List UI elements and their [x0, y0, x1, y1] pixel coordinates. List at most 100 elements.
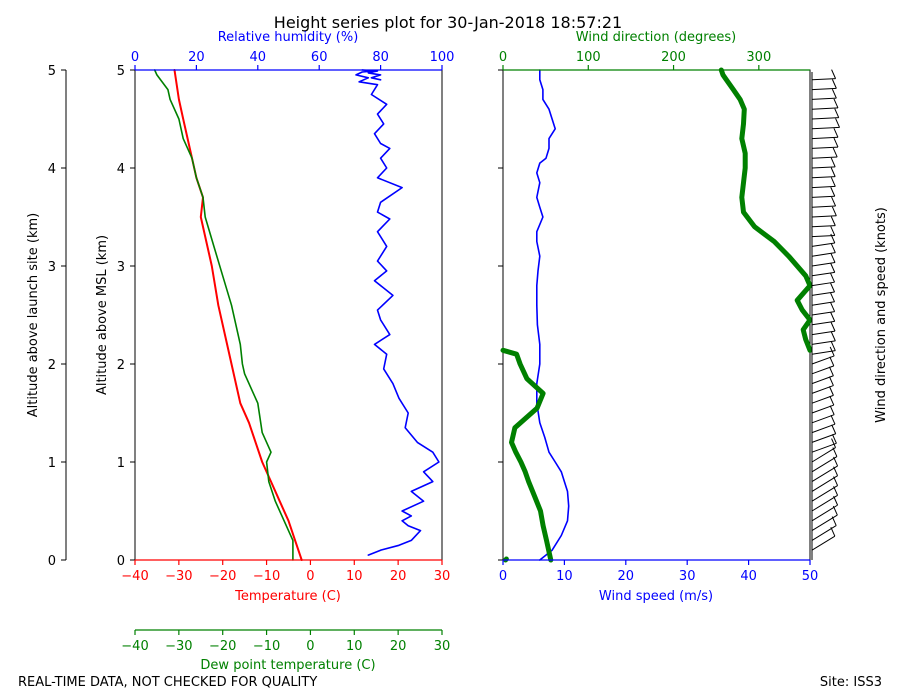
x-tick-label: 50: [802, 569, 819, 584]
wind-barb-flag: [831, 69, 837, 79]
site-label: Site: ISS3: [820, 675, 882, 690]
x-tick-label: 0: [499, 50, 507, 65]
inner-ytick-label: 3: [117, 260, 125, 275]
wind-barb-flag: [835, 118, 841, 128]
wind-barb-flag: [831, 206, 837, 216]
wind-barb-flag: [831, 196, 837, 207]
x-tick-label: 20: [188, 50, 205, 65]
wind-barb-flag: [830, 263, 836, 273]
x-tick-label: 80: [372, 50, 389, 65]
wind-barb-flag: [828, 366, 834, 376]
wind-barb: [811, 215, 837, 218]
x-tick-label: 30: [434, 569, 451, 584]
thermo-panel: Altitude above MSL (km) 0 1 2 3 4 5 0 20 40 60 80…: [95, 30, 454, 673]
wind-barb: [811, 281, 835, 287]
x-tick-label: 0: [306, 569, 314, 584]
x-tick-label: 20: [390, 639, 407, 654]
wind-barb: [811, 252, 836, 257]
wind-barb-flag: [830, 415, 836, 425]
wind-barb: [811, 301, 835, 306]
wind-barb: [811, 87, 837, 91]
outer-ytick-label: 1: [48, 456, 56, 471]
wind-barb-flag: [830, 312, 836, 322]
inner-ytick-label: 4: [117, 162, 125, 177]
wind-barb: [811, 205, 836, 208]
inner-ytick-label: 1: [117, 456, 125, 471]
x-tick-label: 10: [346, 639, 363, 654]
figure-title: Height series plot for 30-Jan-2018 18:57…: [274, 13, 622, 32]
temperature-axis-label: Temperature (C): [234, 589, 341, 604]
x-tick-label: 40: [740, 569, 757, 584]
wind-barb: [811, 234, 835, 238]
wind-barb-flag: [831, 434, 837, 444]
wind-barbs: Wind direction and speed (knots): [811, 69, 889, 560]
wind-barb: [811, 340, 836, 345]
x-tick-label: −30: [165, 639, 192, 654]
wind-direction-line: [718, 67, 813, 353]
wind-barb-flag: [830, 282, 836, 293]
wind-barb: [811, 355, 835, 365]
wind-barb: [811, 330, 836, 336]
quality-disclaimer: REAL-TIME DATA, NOT CHECKED FOR QUALITY: [18, 675, 317, 690]
x-tick-label: 40: [250, 50, 267, 65]
wind-barb-flag: [828, 376, 834, 386]
x-tick-label: 10: [346, 569, 363, 584]
x-tick-label: 0: [306, 639, 314, 654]
x-tick-label: −20: [209, 569, 236, 584]
wind-barb-flag: [828, 386, 834, 396]
x-tick-label: 20: [390, 569, 407, 584]
wind-barb: [811, 433, 836, 443]
wind-barb: [811, 242, 835, 247]
wind-barb-flag: [833, 128, 839, 138]
wind-barb: [811, 291, 835, 296]
outer-ytick-label: 5: [48, 64, 56, 79]
temperature-axis-ticks: −40 −30 −20 −10 0 10 20 30: [121, 560, 450, 584]
x-tick-label: −40: [121, 639, 148, 654]
wind-barb-flag: [830, 243, 836, 253]
outer-ytick-label: 0: [48, 554, 56, 569]
x-tick-label: −40: [121, 569, 148, 584]
rh-axis-label: Relative humidity (%): [218, 30, 359, 45]
wind-barb: [811, 465, 838, 483]
x-tick-label: 100: [576, 50, 601, 65]
wind-barb: [811, 136, 838, 140]
outer-ytick-label: 4: [48, 162, 56, 177]
x-tick-label: 20: [618, 569, 635, 584]
wind-barb-flag: [830, 331, 836, 342]
wind-barb: [811, 442, 837, 453]
wind-barb-flag: [831, 424, 837, 434]
wind-barb-flag: [833, 137, 839, 148]
x-tick-label: 200: [661, 50, 686, 65]
wind-barb: [811, 404, 834, 414]
outer-ytick-label: 3: [48, 260, 56, 275]
wind-barb: [811, 504, 838, 522]
wind-barb: [811, 485, 838, 502]
wind-barb: [811, 514, 838, 532]
wind-barb-flag: [830, 341, 836, 351]
wind-barb: [811, 97, 837, 100]
wind-barb-label: Wind direction and speed (knots): [874, 207, 889, 423]
rh-axis-ticks: 0 20 40 60 80 100: [131, 50, 455, 70]
x-tick-label: −10: [253, 569, 280, 584]
x-tick-label: 100: [430, 50, 455, 65]
wind-barb-flag: [830, 302, 836, 312]
wind-series: [500, 67, 813, 563]
wind-barb-flag: [830, 187, 836, 197]
wind-barb: [811, 166, 836, 169]
wind-barb: [811, 525, 837, 541]
wind-barb-flag: [830, 216, 836, 226]
x-tick-label: 30: [679, 569, 696, 584]
wind-barb-flag: [834, 108, 840, 118]
wind-barb: [811, 117, 839, 120]
x-tick-label: 0: [131, 50, 139, 65]
wind-barb: [811, 365, 834, 375]
x-tick-label: −10: [253, 639, 280, 654]
wind-barb-flag: [830, 292, 836, 302]
relative-humidity-line: [355, 69, 440, 556]
wind-barb: [811, 78, 836, 81]
wind-barb: [811, 195, 835, 198]
x-tick-label: −30: [165, 569, 192, 584]
wind-barb: [811, 271, 835, 277]
wind-barb-flag: [829, 356, 835, 367]
